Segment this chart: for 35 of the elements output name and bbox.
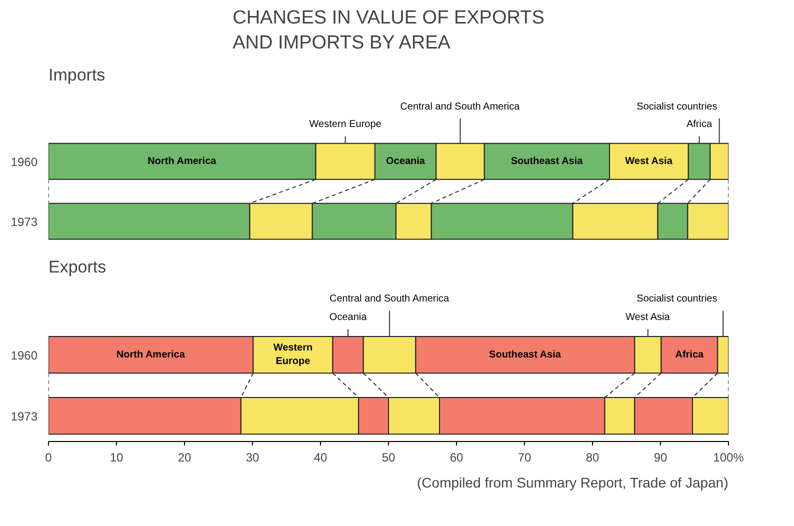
text: (Compiled from Summary Report, Trade of Japan) bbox=[417, 474, 728, 490]
series-label: Southeast Asia bbox=[510, 156, 584, 167]
series-label: Western Europe bbox=[309, 119, 382, 130]
y-tick-label: 1973 bbox=[10, 214, 38, 229]
series-label: Africa bbox=[686, 119, 712, 130]
series-label: West Asia bbox=[626, 312, 670, 324]
series-label: Southeast Asia bbox=[489, 349, 562, 360]
x-tick-label: 0 bbox=[45, 450, 52, 464]
chart-title: CHANGES IN VALUE OF EXPORTS AND IMPORTS BY AREA bbox=[232, 7, 544, 54]
series-label: North America bbox=[148, 156, 217, 167]
y-tick-label: 1960 bbox=[10, 154, 38, 169]
x-tick-label: 50 bbox=[382, 450, 396, 464]
series-label: Oceania bbox=[386, 156, 426, 167]
x-tick-label: 10 bbox=[110, 450, 124, 464]
y-tick-label: 1973 bbox=[10, 409, 38, 424]
text: Central and South America bbox=[329, 294, 450, 305]
x-tick-label: 90 bbox=[654, 450, 668, 464]
y-tick-label: 1960 bbox=[10, 348, 38, 362]
x-tick-label: 100% bbox=[713, 450, 744, 464]
x-tick-label: 70 bbox=[518, 450, 532, 464]
x-tick-label: 30 bbox=[246, 450, 260, 464]
text: Central and South America bbox=[400, 101, 520, 112]
x-tick-label: 60 bbox=[450, 450, 464, 464]
x-tick-label: 40 bbox=[314, 450, 328, 464]
x-tick-label: 20 bbox=[178, 450, 192, 464]
series-label: West Asia bbox=[625, 156, 673, 167]
chart-subtitle: Imports bbox=[48, 66, 106, 84]
series-label: Western Europe bbox=[273, 342, 313, 367]
x-tick-label: 80 bbox=[586, 450, 600, 464]
series-label: Oceania bbox=[329, 312, 368, 324]
text: Socialist countries bbox=[636, 294, 718, 305]
chart-title: Exports bbox=[48, 258, 106, 276]
text: Socialist countries bbox=[636, 101, 718, 112]
series-label: North America bbox=[116, 349, 186, 360]
series-label: Africa bbox=[675, 349, 704, 360]
